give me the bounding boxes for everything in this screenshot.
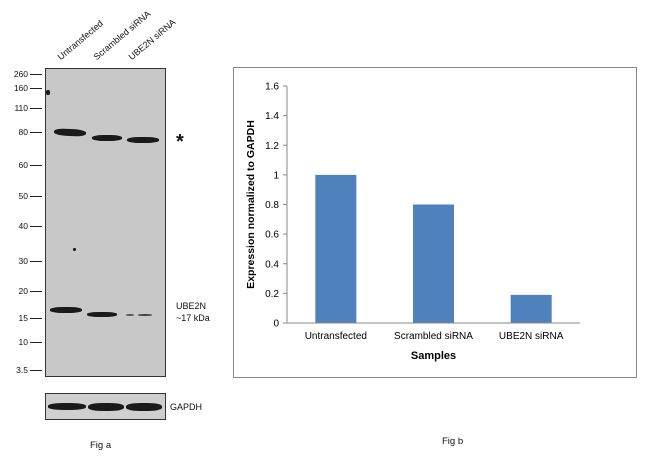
mw-tick — [30, 196, 42, 197]
mw-tick — [30, 108, 42, 109]
y-tick-label: 1 — [273, 170, 279, 181]
band-80kda-lane3 — [127, 137, 159, 143]
fig-b-caption: Fig b — [442, 436, 464, 447]
y-tick-label: 1.4 — [265, 111, 279, 122]
bar-ube2n-sirna — [510, 294, 552, 323]
band-80kda-lane2 — [92, 135, 122, 141]
bar-chart-frame: 0 0.2 0.4 0.6 0.8 1 1.2 1.4 1.6 Untransfected Scr… — [233, 67, 637, 378]
target-size-label: ~17 kDa — [176, 313, 210, 323]
y-tick-label: 0.6 — [265, 230, 279, 241]
loading-control-label: GAPDH — [170, 402, 203, 412]
mw-tick — [30, 74, 42, 75]
band-ube2n-lane3-faint — [126, 314, 134, 316]
y-tick-label: 0.4 — [265, 259, 279, 270]
y-tick-label: 0.2 — [265, 289, 279, 300]
mw-tick — [30, 370, 42, 371]
band-gapdh-lane2 — [88, 403, 124, 411]
x-tick-label: UBE2N siRNA — [499, 331, 564, 342]
mw-marker: 3.5 — [16, 365, 28, 375]
mw-tick — [30, 165, 42, 166]
band-gapdh-lane3 — [126, 403, 162, 411]
y-tick-label: 1.6 — [265, 82, 279, 93]
mw-marker: 260 — [13, 69, 28, 79]
mw-marker: 30 — [18, 256, 28, 266]
mw-tick — [30, 318, 42, 319]
target-protein-label: UBE2N — [176, 301, 207, 311]
mw-marker: 160 — [13, 83, 28, 93]
mw-tick — [30, 226, 42, 227]
fig-a-caption: Fig a — [90, 440, 112, 451]
mw-tick — [30, 291, 42, 292]
band-80kda-lane1 — [53, 128, 87, 137]
gapdh-blot — [45, 393, 166, 420]
mw-tick — [30, 261, 42, 262]
x-tick-label: Scrambled siRNA — [394, 331, 473, 342]
band-gapdh-lane1 — [48, 403, 86, 410]
nonspecific-band-asterisk: * — [176, 131, 184, 153]
mw-tick — [30, 342, 42, 343]
band-ube2n-lane3-faint — [138, 314, 152, 316]
y-tick-label: 0 — [273, 319, 279, 330]
mw-marker: 60 — [18, 160, 28, 170]
blot-membrane — [45, 68, 166, 377]
mw-marker: 50 — [18, 191, 28, 201]
mw-tick — [30, 132, 42, 133]
band-ube2n-lane1 — [50, 307, 82, 313]
y-tick-label: 1.2 — [265, 141, 279, 152]
mw-marker: 40 — [18, 221, 28, 231]
blot-spot — [46, 90, 50, 95]
y-tick-label: 0.8 — [265, 200, 279, 211]
bar-untransfected — [315, 174, 357, 323]
blot-spot — [73, 248, 76, 251]
bar-chart: 0 0.2 0.4 0.6 0.8 1 1.2 1.4 1.6 Untransfected Scr… — [245, 82, 580, 362]
mw-marker: 15 — [18, 313, 28, 323]
x-tick-label: Untransfected — [305, 331, 367, 342]
mw-marker: 80 — [18, 127, 28, 137]
band-ube2n-lane2 — [87, 312, 117, 317]
mw-marker: 110 — [14, 103, 28, 113]
mw-marker: 20 — [18, 286, 28, 296]
mw-tick — [30, 88, 42, 89]
lane-label-scrambled: Scrambled siRNA — [91, 8, 153, 62]
x-axis-title: Samples — [411, 350, 456, 362]
bar-scrambled-sirna — [412, 204, 455, 323]
mw-marker: 10 — [18, 337, 28, 347]
y-axis-title: Expression normalized to GAPDH — [245, 120, 257, 289]
